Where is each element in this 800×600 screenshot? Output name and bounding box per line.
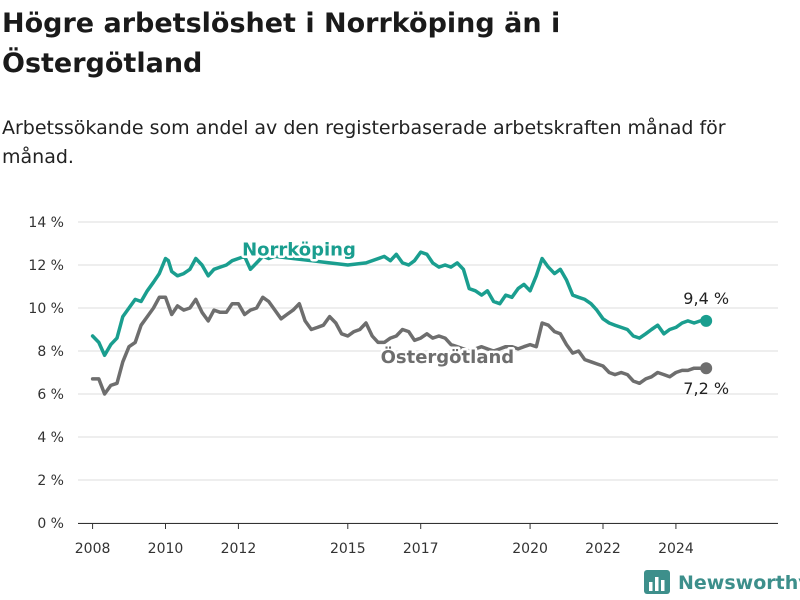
y-tick-label: 12 % (28, 258, 64, 274)
y-tick-label: 8 % (37, 344, 64, 360)
y-tick-label: 0 % (37, 516, 64, 532)
bar-chart-logo-icon (644, 568, 670, 598)
brand-logo: Newsworthy (644, 568, 800, 598)
y-tick-label: 2 % (37, 473, 64, 489)
end-point-ostergotland (700, 362, 713, 375)
chart-labels: 9,4 % 7,2 % Norrköping Östergötland (240, 237, 729, 398)
chart-title: Högre arbetslöshet i Norrköping än i Öst… (2, 8, 561, 79)
x-tick-label: 2010 (148, 541, 184, 557)
series-line-norrkoping (90, 250, 708, 358)
end-label-norrkoping: 9,4 % (683, 289, 729, 308)
y-tick-label: 14 % (28, 215, 64, 231)
chart-subtitle: Arbetssökande som andel av den registerb… (2, 117, 726, 168)
y-tick-label: 10 % (28, 301, 64, 317)
x-tick-label: 2012 (221, 541, 257, 557)
x-tick-label: 2022 (585, 541, 621, 557)
x-tick-label: 2015 (330, 541, 366, 557)
series-lines (90, 250, 713, 396)
series-line-ostergotland (90, 295, 708, 396)
brand-name: Newsworthy (678, 572, 800, 594)
y-tick-label: 4 % (37, 430, 64, 446)
end-point-norrkoping (700, 314, 713, 327)
axes: 0 % 2 % 4 % 6 % 8 % 10 % 12 % 14 % 2008 2010 2012 2… (28, 215, 778, 557)
x-tick-label: 2008 (75, 541, 111, 557)
series-label-ostergotland: Östergötland (381, 346, 515, 368)
end-label-ostergotland: 7,2 % (683, 379, 729, 398)
y-tick-label: 6 % (37, 387, 64, 403)
x-tick-label: 2020 (512, 541, 548, 557)
x-tick-label: 2024 (658, 541, 694, 557)
x-tick-label: 2017 (403, 541, 439, 557)
series-label-norrkoping: Norrköping (242, 239, 356, 260)
